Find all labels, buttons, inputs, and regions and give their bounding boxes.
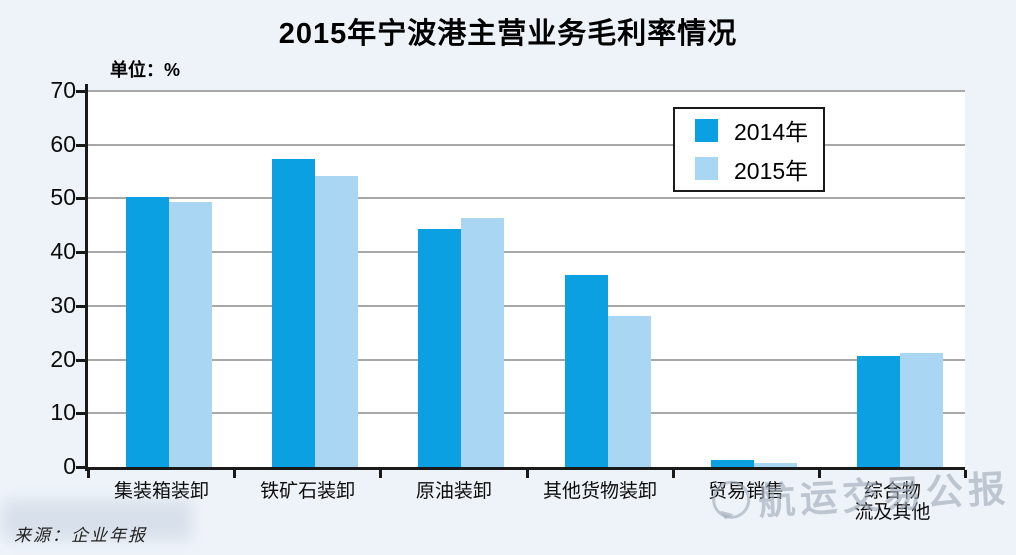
x-axis-label-其他货物装卸: 其他货物装卸 [542,481,657,502]
x-tick-2 [379,470,383,478]
bar-2015年-其他货物装卸 [607,315,651,467]
y-axis-label-10: 10 [50,399,76,426]
legend: 2014年 2015年 [673,107,825,192]
y-tick-50 [76,197,86,201]
y-tick-30 [76,304,86,308]
bar-2014年-集装箱装卸 [126,196,170,467]
bar-2015年-原油装卸 [461,218,505,467]
x-tick-6 [964,470,967,478]
x-tick-1 [233,470,237,478]
bar-2014年-其他货物装卸 [564,274,608,467]
watermark-smudge [2,500,192,540]
x-tick-0 [87,470,90,478]
y-tick-40 [76,251,86,255]
bar-group-贸易销售 [673,91,819,467]
bars-layer [88,91,965,467]
y-axis-label-70: 70 [50,77,76,103]
source-note: 来源：企业年报 [14,526,147,546]
y-tick-0 [76,466,86,469]
y-tick-60 [76,143,86,147]
legend-swatch-2015 [695,157,718,181]
bar-2015年-贸易销售 [753,462,797,467]
gridline-50 [88,197,965,200]
x-axis-label-综合物流及其他: 综合物 流及其他 [854,481,931,524]
bar-pair [710,460,797,467]
speech-bubble-icon [711,479,752,520]
legend-item-2014: 2014年 [695,113,823,147]
bar-group-其他货物装卸 [527,91,673,467]
bar-group-综合物流及其他 [819,91,965,467]
bar-group-铁矿石装卸 [234,91,380,467]
bar-2015年-综合物流及其他 [899,353,943,467]
bar-pair [856,353,943,467]
x-tick-3 [525,470,529,478]
legend-item-2015: 2015年 [695,152,823,186]
y-axis-label-0: 0 [63,453,76,479]
unit-label: 单位：% [110,60,181,80]
y-axis-label-50: 50 [50,184,76,211]
bar-2014年-贸易销售 [710,460,754,467]
legend-label-2014: 2014年 [734,119,809,146]
legend-label-2015: 2015年 [734,157,809,184]
bar-2014年-综合物流及其他 [856,355,900,467]
bar-pair [564,274,651,467]
gridline-20 [88,358,965,361]
x-tick-4 [671,470,675,478]
gridline-10 [88,412,965,415]
y-axis-line [85,84,88,471]
gridline-30 [88,304,965,307]
x-axis-label-铁矿石装卸: 铁矿石装卸 [260,481,356,502]
y-tick-70 [76,90,86,93]
bar-pair [272,158,359,467]
bar-group-原油装卸 [380,91,526,467]
plot-area [88,90,965,467]
y-axis-label-30: 30 [50,291,76,318]
bar-2015年-铁矿石装卸 [315,176,359,467]
x-tick-5 [817,470,821,478]
gridline-60 [88,143,965,146]
bar-pair [126,196,213,467]
y-axis-label-40: 40 [50,238,76,265]
bar-2015年-集装箱装卸 [169,201,213,467]
chart-title: 2015年宁波港主营业务毛利率情况 [278,18,738,50]
bar-2014年-铁矿石装卸 [272,158,316,467]
bar-2014年-原油装卸 [418,228,462,467]
gridline-70 [88,90,965,92]
gridline-40 [88,251,965,254]
bar-pair [418,218,505,467]
y-axis-label-20: 20 [50,345,76,372]
legend-swatch-2014 [695,118,718,142]
y-axis-label-60: 60 [50,130,76,157]
bar-group-集装箱装卸 [88,91,234,467]
y-tick-20 [76,358,86,362]
x-axis-label-集装箱装卸: 集装箱装卸 [113,481,209,502]
y-tick-10 [76,412,86,416]
x-axis-label-原油装卸: 原油装卸 [415,481,492,502]
x-axis-line [85,467,965,470]
